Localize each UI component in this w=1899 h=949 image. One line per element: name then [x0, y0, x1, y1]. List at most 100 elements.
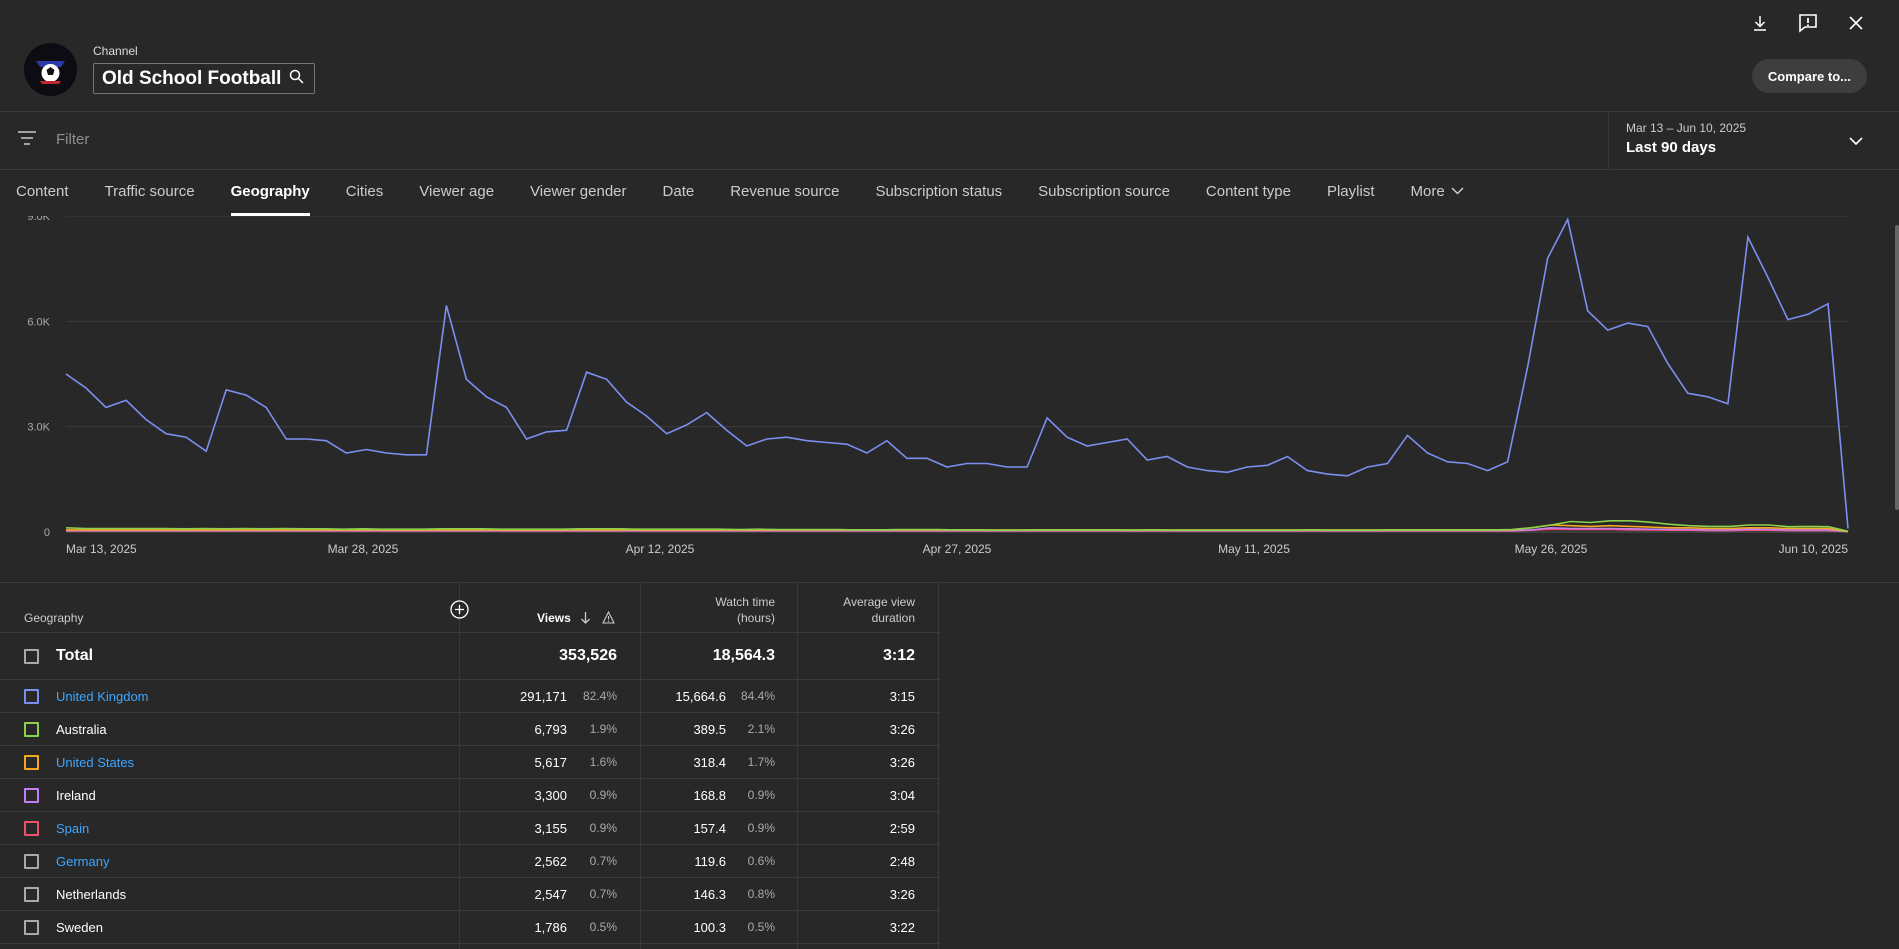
- checkbox[interactable]: [24, 886, 39, 902]
- views-percent: 1.9%: [589, 722, 617, 736]
- row-checkbox[interactable]: [24, 713, 39, 745]
- views-value: 5,617: [534, 754, 567, 770]
- country-name[interactable]: United States: [56, 754, 135, 770]
- warning-icon[interactable]: [602, 610, 615, 629]
- chevron-down-icon[interactable]: [1849, 133, 1863, 151]
- tab-viewer-age[interactable]: Viewer age: [419, 183, 495, 200]
- channel-selector[interactable]: Old School Football: [93, 63, 316, 94]
- avg-view-duration-label: Average view: [843, 595, 915, 609]
- country-name[interactable]: Spain: [56, 820, 90, 836]
- country-name[interactable]: United Kingdom: [56, 688, 149, 704]
- compare-button[interactable]: Compare to...: [1751, 59, 1867, 93]
- tab-content[interactable]: Content: [16, 183, 69, 200]
- views-percent: 0.7%: [589, 887, 617, 901]
- views-value: 3,155: [534, 820, 567, 836]
- row-checkbox[interactable]: [24, 812, 39, 844]
- row-checkbox[interactable]: [24, 911, 39, 943]
- y-tick-label: 9.0K: [27, 216, 50, 223]
- tab-cities[interactable]: Cities: [345, 183, 384, 200]
- search-icon[interactable]: [289, 69, 304, 89]
- tab-subscription-source[interactable]: Subscription source: [1038, 183, 1170, 200]
- series-line-australia[interactable]: [65, 519, 1849, 533]
- x-tick-label: Mar 28, 2025: [328, 542, 399, 556]
- watch-time-value: 100.3: [693, 919, 726, 935]
- watch-time-value: 318.4: [693, 754, 726, 770]
- checkbox[interactable]: [24, 919, 39, 935]
- column-divider: [797, 583, 798, 949]
- table-row-total: Total 353,526 18,564.3 3:12: [0, 633, 940, 680]
- x-tick-label: May 26, 2025: [1515, 542, 1588, 556]
- column-divider: [640, 583, 641, 949]
- close-icon[interactable]: [1843, 10, 1869, 36]
- watch-time-percent: 0.5%: [747, 920, 775, 934]
- table-row: Spain 3,155 0.9% 157.4 0.9% 2:59: [0, 812, 940, 845]
- date-range-label: Last 90 days: [1626, 139, 1717, 156]
- watch-time-unit: (hours): [736, 611, 775, 625]
- views-percent: 0.9%: [589, 821, 617, 835]
- checkbox[interactable]: [24, 721, 39, 737]
- row-checkbox[interactable]: [24, 845, 39, 877]
- tab-geography[interactable]: Geography: [230, 170, 310, 216]
- y-tick-label: 3.0K: [27, 422, 50, 434]
- x-tick-label: Jun 10, 2025: [1779, 542, 1849, 556]
- filter-input[interactable]: Filter: [56, 131, 90, 148]
- tab-bar: Content Traffic source Geography Cities View…: [0, 170, 1484, 216]
- avg-view-duration-value: 3:26: [889, 754, 915, 770]
- views-value: 2,547: [534, 886, 567, 902]
- add-column-icon[interactable]: [450, 600, 469, 624]
- watch-time-percent: 2.1%: [747, 722, 775, 736]
- country-name: Netherlands: [56, 886, 127, 902]
- checkbox[interactable]: [24, 820, 39, 836]
- tab-date[interactable]: Date: [662, 183, 695, 200]
- tab-playlist[interactable]: Playlist: [1326, 183, 1375, 200]
- column-header-geography[interactable]: Geography: [24, 611, 84, 625]
- checkbox[interactable]: [24, 754, 39, 770]
- y-tick-label: 0: [44, 527, 50, 539]
- checkbox[interactable]: [24, 787, 39, 803]
- sort-down-icon[interactable]: [580, 611, 591, 630]
- tab-subscription-status[interactable]: Subscription status: [875, 183, 1003, 200]
- avg-view-duration-value: 2:48: [889, 853, 915, 869]
- divider: [0, 111, 1899, 112]
- date-range-dates: Mar 13 – Jun 10, 2025: [1626, 121, 1747, 135]
- country-name[interactable]: Germany: [56, 853, 110, 869]
- row-checkbox[interactable]: [24, 878, 39, 910]
- row-checkbox[interactable]: [24, 779, 39, 811]
- channel-logo-icon: [24, 43, 77, 96]
- channel-avatar[interactable]: [24, 43, 77, 96]
- row-checkbox[interactable]: [24, 746, 39, 778]
- avg-view-duration-value: 3:26: [889, 721, 915, 737]
- channel-label: Channel: [93, 44, 138, 58]
- views-value: 291,171: [520, 688, 567, 704]
- total-checkbox[interactable]: [24, 633, 39, 679]
- views-value: 2,562: [534, 853, 567, 869]
- checkbox[interactable]: [24, 853, 39, 869]
- column-header-watch-time[interactable]: Watch time (hours): [715, 594, 775, 626]
- total-label: Total: [56, 647, 94, 664]
- vertical-scrollbar[interactable]: [1895, 225, 1899, 510]
- tab-revenue-source[interactable]: Revenue source: [730, 183, 840, 200]
- tab-viewer-gender[interactable]: Viewer gender: [530, 183, 627, 200]
- watch-time-percent: 84.4%: [740, 689, 775, 703]
- x-tick-label: Mar 13, 2025: [66, 542, 137, 556]
- table-row: Sweden 1,786 0.5% 100.3 0.5% 3:22: [0, 911, 940, 944]
- column-header-views[interactable]: Views: [537, 611, 571, 625]
- series-line-united-kingdom[interactable]: [65, 217, 1849, 529]
- table-header: Geography Views Watch time (hours) Avera…: [0, 583, 940, 633]
- watch-time-percent: 0.8%: [747, 887, 775, 901]
- column-header-avg-view-duration[interactable]: Average view duration: [843, 594, 915, 626]
- checkbox[interactable]: [24, 648, 39, 664]
- views-percent: 0.5%: [589, 920, 617, 934]
- avg-view-duration-value: 3:15: [889, 688, 915, 704]
- tab-content-type[interactable]: Content type: [1205, 183, 1291, 200]
- views-value: 6,793: [534, 721, 567, 737]
- download-icon[interactable]: [1747, 10, 1773, 36]
- watch-time-value: 168.8: [693, 787, 726, 803]
- filter-icon[interactable]: [17, 130, 37, 151]
- tab-more[interactable]: More: [1410, 170, 1464, 216]
- checkbox[interactable]: [24, 688, 39, 704]
- row-checkbox[interactable]: [24, 680, 39, 712]
- tab-traffic-source[interactable]: Traffic source: [104, 183, 195, 200]
- feedback-icon[interactable]: [1795, 10, 1821, 36]
- watch-time-label: Watch time: [715, 595, 775, 609]
